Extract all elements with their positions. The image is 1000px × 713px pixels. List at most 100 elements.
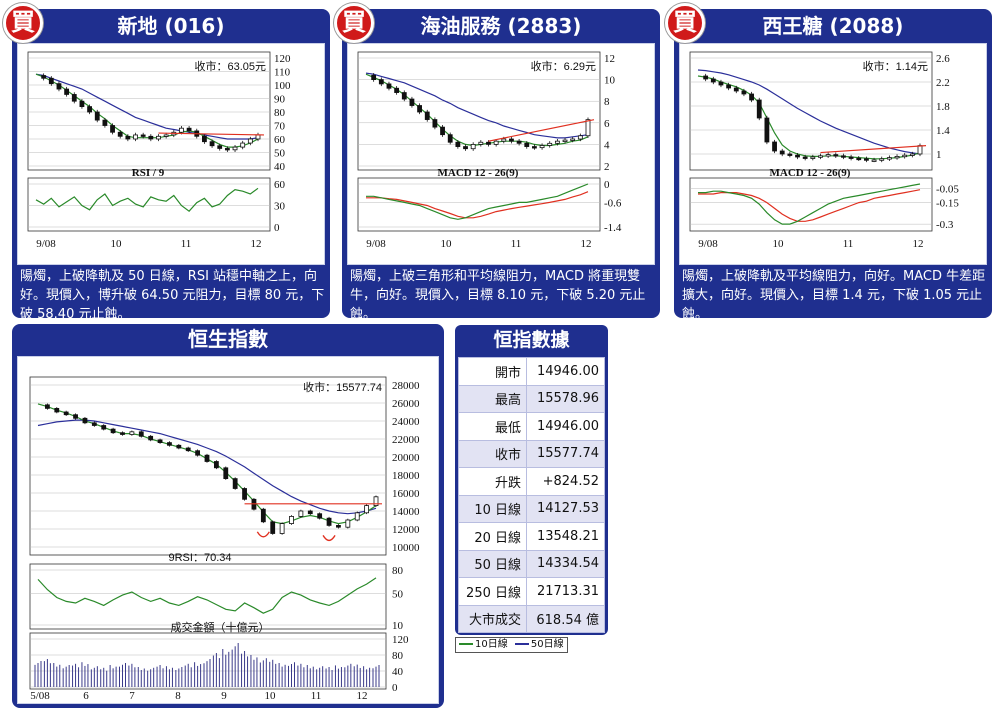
buy-badge: 買 — [665, 3, 705, 43]
hsi-candle — [270, 521, 276, 534]
price-candle — [703, 75, 709, 80]
indicator-tick-label: 0 — [274, 222, 280, 234]
price-candle — [117, 131, 123, 137]
x-tick-label: 11 — [181, 238, 192, 250]
price-candle — [133, 134, 138, 140]
price-candle — [71, 94, 77, 102]
price-tick-label: 70 — [274, 121, 286, 133]
close-label: 收市：15577.74 — [303, 380, 382, 394]
x-tick-label: 11 — [311, 690, 322, 702]
buy-badge: 買 — [334, 3, 374, 43]
hsi-chart-box: 28000 26000 24000 22000 20000 18000 16000 14000… — [17, 356, 439, 704]
hsi-candle — [336, 524, 341, 528]
comment: 陽燭，上破降軌及平均線阻力，向好。MACD 牛差距擴大，向好。現價入，目標 1.… — [682, 269, 986, 322]
price-candle — [787, 153, 793, 156]
hsi-candle — [110, 428, 116, 434]
price-candle — [585, 119, 591, 137]
stat-value: 15577.74 — [526, 439, 605, 468]
price-tick-label: 100 — [274, 80, 291, 92]
price-candle — [726, 84, 732, 89]
price-candle — [478, 141, 484, 145]
price-candle — [909, 153, 915, 156]
stat-label: 10 日線 — [458, 494, 527, 523]
price-tick-label: 50 — [274, 148, 286, 160]
price-tick-label: 10 — [604, 75, 616, 87]
panel-title: 新地 (016) — [117, 14, 225, 38]
price-tick-label: 2.6 — [936, 53, 950, 65]
price-candle — [232, 146, 238, 151]
x-tick-label: 12 — [357, 690, 368, 702]
legend-label-ma50: 50日線 — [530, 639, 564, 650]
stat-label: 收市 — [458, 439, 527, 468]
price-candle — [848, 156, 854, 159]
price-candle — [102, 119, 108, 126]
indicator-tick-label: 0 — [604, 179, 610, 191]
price-candle — [718, 81, 724, 86]
price-candle — [516, 140, 522, 144]
indicator-frame — [689, 177, 933, 232]
price-candle — [902, 154, 908, 158]
hsi-candle — [101, 425, 107, 430]
price-candle — [547, 142, 553, 146]
stat-label: 50 日線 — [458, 549, 527, 578]
price-candle — [110, 125, 115, 133]
price-tick-label: 80 — [274, 107, 286, 119]
price-tick-label: 22000 — [392, 434, 420, 446]
close-label: 收市：6.29元 — [531, 59, 596, 73]
price-frame — [27, 51, 271, 171]
price-candle — [447, 134, 453, 143]
price-candle — [554, 140, 560, 144]
price-candle — [764, 117, 770, 143]
stats-row: 升跌 +824.52 — [458, 467, 605, 496]
x-tick-label: 11 — [511, 238, 522, 250]
price-tick-label: 120 — [274, 53, 291, 65]
x-tick-label: 12 — [251, 238, 262, 250]
price-tick-label: 8 — [604, 96, 610, 108]
rsi-line — [35, 187, 259, 213]
hsi-candle — [298, 510, 304, 517]
price-candle — [749, 93, 754, 101]
stock-panel-cosl: 海油服務 (2883) 12 10 8 6 4 2 0 -0.6 -1.4 9/08 10 11 12 收… — [342, 9, 660, 322]
macd-line — [366, 183, 589, 220]
price-tick-label: 26000 — [392, 398, 420, 410]
stat-value: 14127.53 — [526, 494, 605, 523]
price-candle — [539, 145, 545, 149]
price-candle — [802, 156, 808, 159]
comment: 陽燭，上破降軌及 50 日線，RSI 站穩中軸之上，向好。現價入，博升破 64.… — [20, 269, 325, 322]
hsi-candle — [204, 454, 210, 462]
rsi-tick-label: 80 — [392, 565, 404, 577]
price-candle — [894, 156, 900, 159]
buy-badge: 買 — [3, 3, 43, 43]
trend-line — [488, 119, 595, 142]
price-candle — [577, 135, 583, 140]
hsi-title: 恒生指數 — [188, 327, 268, 351]
hsi-candle — [364, 505, 370, 514]
hsi-candle — [195, 450, 201, 456]
panel-title: 西王糖 (2088) — [762, 14, 904, 38]
turnover-tick-label: 120 — [392, 634, 409, 646]
price-candle — [562, 139, 568, 142]
chart-box: 120 110 100 90 80 70 60 50 40 60 30 0 9/08 10 11 12 收市：6… — [17, 43, 325, 265]
hsi-candle — [73, 414, 78, 419]
price-candle — [879, 158, 885, 161]
trend-line — [158, 132, 265, 136]
legend-swatch-ma10 — [459, 643, 473, 645]
price-tick-label: 1 — [936, 149, 942, 161]
price-candle — [394, 87, 400, 93]
price-candle — [240, 142, 246, 148]
price-candle — [148, 135, 154, 140]
price-candle — [455, 141, 461, 147]
price-tick-label: 16000 — [392, 488, 420, 500]
turnover-tick-label: 40 — [392, 666, 404, 678]
price-candle — [401, 92, 407, 100]
hsi-chart: 28000 26000 24000 22000 20000 18000 16000 14000… — [29, 376, 420, 702]
bottom-marker — [322, 535, 336, 542]
macd-line — [698, 183, 921, 225]
price-candle — [440, 126, 445, 136]
price-tick-label: 2 — [604, 161, 610, 173]
stat-value: +824.52 — [526, 467, 605, 496]
stat-value: 13548.21 — [526, 522, 605, 551]
hsi-candle — [354, 512, 360, 521]
indicator-tick-label: -1.4 — [604, 222, 622, 234]
